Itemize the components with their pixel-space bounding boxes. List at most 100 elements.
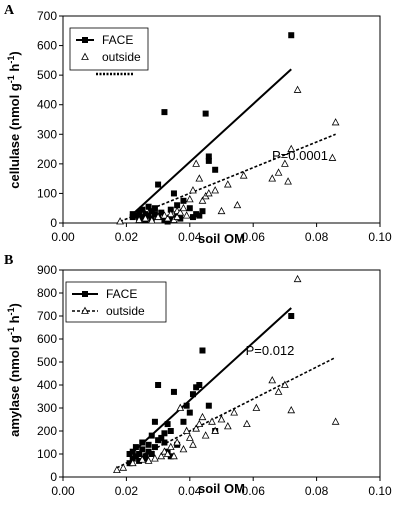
- data-point: [239, 171, 248, 179]
- data-point: [142, 211, 149, 218]
- data-point: [287, 144, 296, 152]
- x-tick-label: 0.10: [368, 230, 392, 244]
- data-point: [170, 388, 177, 395]
- data-point: [211, 426, 220, 434]
- data-point: [189, 440, 197, 448]
- data-point: [151, 444, 158, 451]
- data-point: [139, 439, 146, 446]
- data-point: [192, 424, 201, 432]
- data-point: [136, 209, 143, 216]
- data-point: [274, 168, 283, 176]
- panel-A: A 0 100 200 300 400 500 600 700 0.00 0.02 0.04 0.06 0…: [4, 3, 392, 246]
- data-point: [167, 215, 174, 222]
- trendline: [116, 356, 336, 469]
- data-point: [173, 212, 181, 220]
- y-axis-label: amylase (nmol g-1 h-1): [6, 303, 22, 437]
- x-tick-label: 0.04: [178, 230, 202, 244]
- data-point: [204, 189, 213, 197]
- legend-label: FACE: [102, 33, 133, 47]
- legend-box: [69, 27, 149, 71]
- data-point: [151, 454, 159, 462]
- y-tick-label: 200: [37, 157, 57, 171]
- data-point: [139, 206, 146, 213]
- legend: FACE outside: [69, 27, 149, 71]
- data-point: [119, 463, 128, 471]
- data-point: [139, 214, 146, 221]
- data-point: [126, 451, 133, 457]
- data-point: [293, 274, 302, 283]
- y-axis-label: cellulase (nmol g-1 h-1): [6, 51, 22, 188]
- data-point: [208, 417, 216, 425]
- data-point: [151, 211, 158, 218]
- data-point: [161, 109, 168, 116]
- data-point: [182, 426, 191, 434]
- x-tick-label: 0.00: [51, 230, 75, 244]
- data-point: [331, 417, 340, 425]
- data-point: [147, 216, 156, 224]
- data-point: [113, 465, 121, 474]
- data-point: [154, 212, 162, 220]
- data-point: [185, 194, 194, 203]
- trendline: [132, 68, 292, 215]
- data-point: [148, 432, 155, 439]
- panel-B: B 0 100 200 300 400 500 600 700 800 900 0.00 0.02 0.0…: [4, 253, 392, 498]
- data-point: [129, 455, 136, 462]
- data-point: [193, 211, 200, 218]
- trendline: [128, 307, 292, 456]
- data-point: [161, 430, 168, 437]
- y-axis-label-part: -1: [6, 75, 16, 83]
- y-tick-label: 600: [37, 332, 57, 346]
- data-point: [164, 218, 171, 225]
- data-point: [195, 419, 204, 428]
- x-tick-label: 0.08: [305, 484, 329, 498]
- y-axis-label-part: -1: [6, 327, 16, 335]
- x-tick-label: 0.10: [368, 484, 392, 498]
- y-axis-label-part: h: [7, 64, 22, 76]
- data-point: [205, 402, 212, 409]
- data-point: [199, 208, 206, 215]
- y-axis-label-part: ): [7, 51, 22, 55]
- data-point: [202, 110, 209, 117]
- y-tick-label: 500: [37, 68, 57, 82]
- data-point: [138, 455, 147, 463]
- data-point: [196, 212, 203, 219]
- panel-label: B: [4, 253, 13, 268]
- data-point: [268, 376, 277, 384]
- data-point: [163, 214, 172, 222]
- legend-marker: [81, 52, 89, 60]
- data-point: [148, 208, 155, 215]
- data-point: [281, 159, 289, 167]
- data-point: [163, 449, 172, 457]
- data-point: [201, 431, 210, 439]
- data-point: [199, 347, 206, 354]
- y-axis-label-part: -1: [6, 56, 16, 64]
- legend-marker: [82, 291, 88, 297]
- y-tick-label: 300: [37, 401, 57, 415]
- y-tick-label: 600: [37, 39, 57, 53]
- data-point: [185, 433, 194, 441]
- legend-box: [65, 281, 167, 323]
- legend: FACE outside: [65, 281, 167, 323]
- x-tick-label: 0.02: [115, 230, 139, 244]
- data-point: [129, 448, 136, 455]
- data-point: [164, 421, 171, 428]
- series-outside: [113, 274, 340, 474]
- data-point: [176, 208, 185, 216]
- data-point: [161, 439, 168, 446]
- data-point: [155, 382, 162, 388]
- data-point: [211, 186, 220, 194]
- y-tick-label: 500: [37, 355, 57, 369]
- legend-marker: [82, 37, 88, 43]
- data-point: [180, 197, 187, 204]
- data-point: [328, 153, 337, 161]
- data-point: [179, 203, 188, 212]
- data-point: [167, 428, 174, 434]
- p-value-annotation: P=0.012: [246, 343, 295, 358]
- y-tick-label: 0: [50, 216, 57, 230]
- data-point: [142, 453, 149, 460]
- data-point: [196, 382, 203, 388]
- data-point: [155, 437, 162, 444]
- series-FACE: [126, 307, 295, 467]
- data-point: [268, 174, 277, 182]
- data-point: [167, 206, 174, 213]
